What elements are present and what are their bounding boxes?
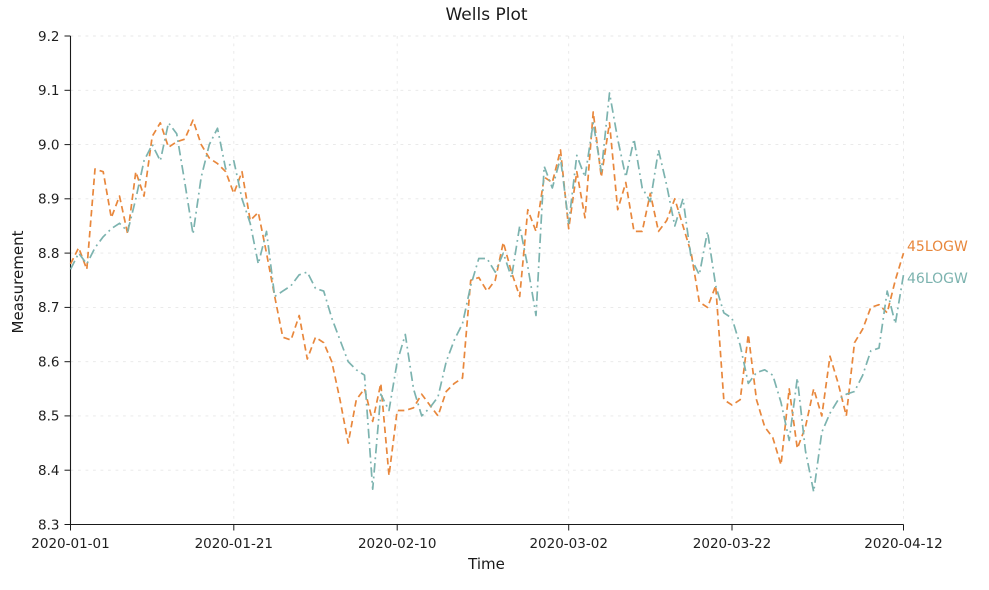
- y-tick-label: 9.2: [38, 29, 59, 45]
- series-line-46logw: [69, 92, 905, 493]
- chart-title: Wells Plot: [445, 5, 528, 25]
- y-tick-label: 8.6: [38, 355, 59, 371]
- x-axis-label: Time: [468, 555, 505, 573]
- x-tick-label: 2020-03-22: [693, 536, 771, 552]
- tick-labels: 8.3 8.4 8.5 8.6 8.7 8.8 8.9 9.0 9.1 9.2 2020-01-01…: [31, 29, 942, 552]
- y-tick-label: 8.8: [38, 246, 59, 262]
- y-tick-label: 8.5: [38, 409, 59, 425]
- x-tick-label: 2020-01-01: [31, 536, 109, 552]
- legend-label-46logw: 46LOGW: [907, 270, 968, 287]
- x-tick-label: 2020-03-02: [529, 536, 607, 552]
- y-tick-label: 8.9: [38, 192, 59, 208]
- tick-marks: [64, 35, 904, 531]
- y-tick-label: 8.4: [38, 463, 59, 479]
- y-tick-label: 9.1: [38, 83, 59, 99]
- y-axis-label: Measurement: [9, 230, 27, 334]
- y-tick-label: 9.0: [38, 137, 59, 153]
- x-tick-label: 2020-01-21: [195, 536, 273, 552]
- series-line-45logw: [69, 111, 905, 477]
- legend-label-45logw: 45LOGW: [907, 239, 968, 256]
- y-tick-label: 8.3: [38, 517, 59, 533]
- y-tick-label: 8.7: [38, 300, 59, 316]
- x-tick-label: 2020-04-12: [864, 536, 942, 552]
- axes-spines: [69, 36, 904, 526]
- grid-lines: [70, 35, 904, 525]
- x-tick-label: 2020-02-10: [358, 536, 436, 552]
